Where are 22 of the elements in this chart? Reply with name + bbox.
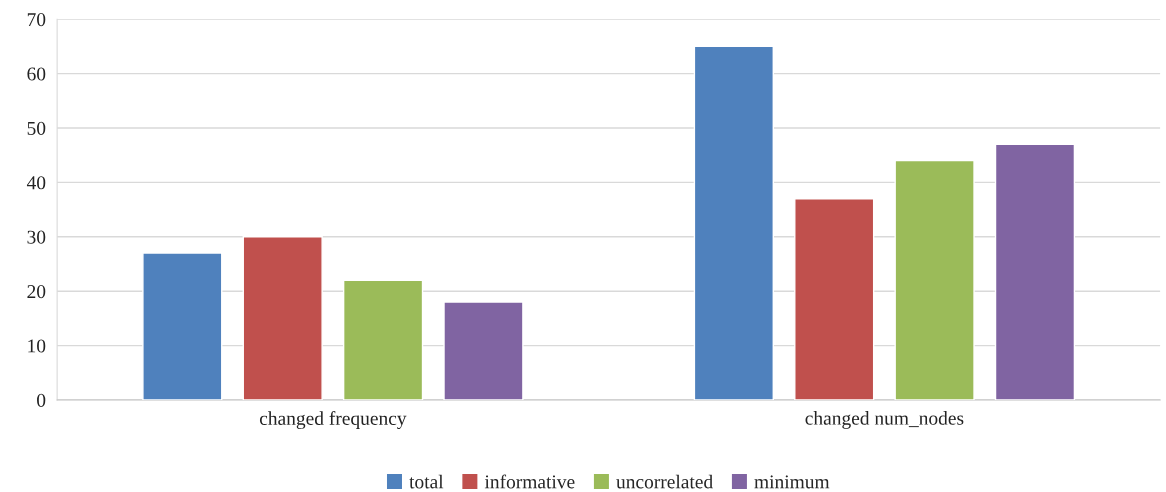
bar: [242, 236, 323, 400]
bar: [142, 252, 223, 400]
legend-label: informative: [484, 474, 575, 489]
y-tick-label: 20: [27, 285, 46, 299]
y-tick-label: 70: [27, 13, 46, 27]
bar: [894, 159, 975, 400]
y-tick-label: 50: [27, 121, 46, 135]
bar: [443, 301, 524, 400]
legend-label: total: [409, 474, 444, 489]
y-tick-label: 40: [26, 176, 46, 190]
legend-label: minimum: [754, 475, 830, 489]
bar: [342, 279, 424, 400]
y-tick-label: 10: [28, 339, 46, 353]
y-tick-label: 60: [27, 67, 46, 81]
bar: [693, 45, 774, 400]
bar: [794, 198, 875, 400]
y-tick-label: 0: [37, 393, 46, 407]
x-tick-label: changed num_nodes: [805, 411, 964, 429]
legend-label: uncorrelated: [616, 474, 713, 489]
bar: [994, 143, 1076, 400]
x-tick-label: changed frequency: [259, 411, 407, 429]
y-tick-label: 30: [27, 230, 46, 244]
